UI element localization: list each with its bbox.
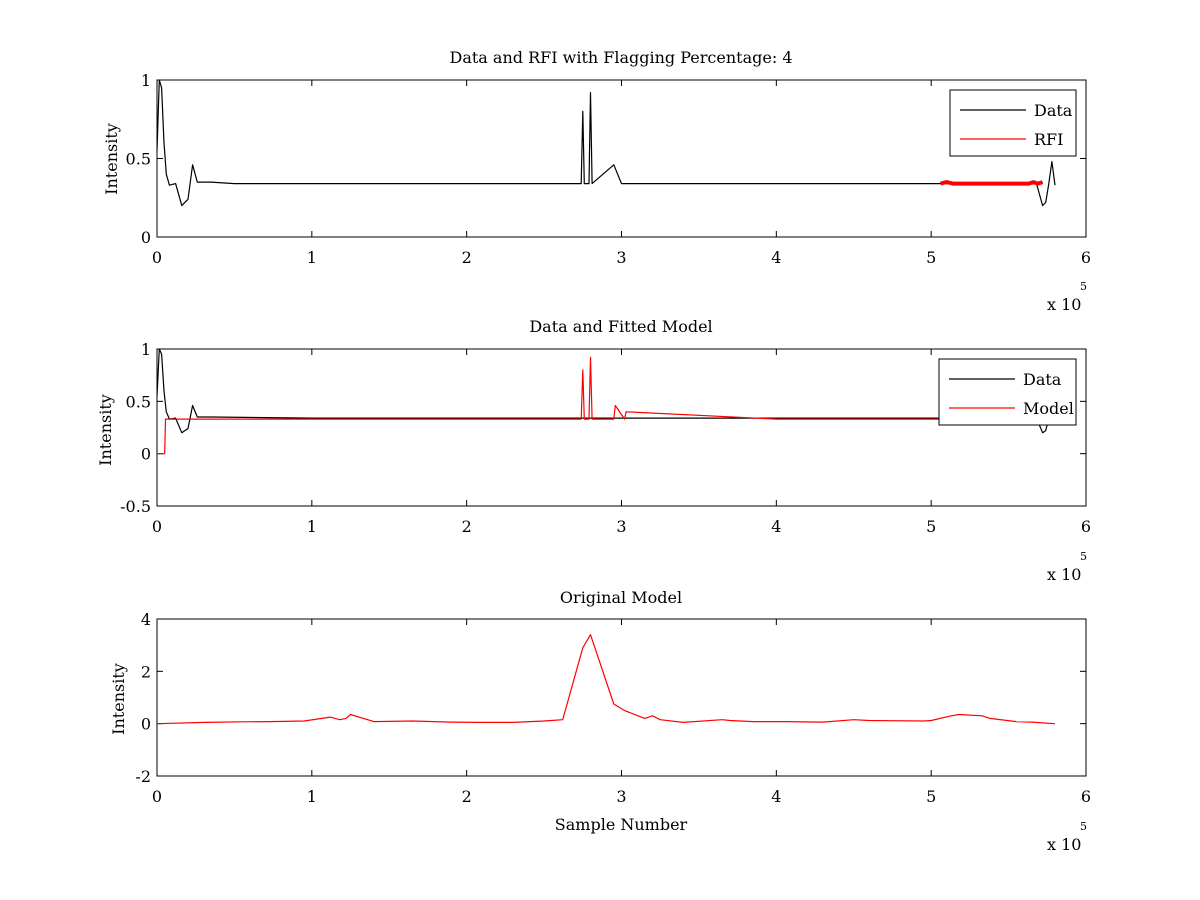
legend-label: RFI	[1034, 130, 1063, 149]
y-axis-label: Intensity	[96, 394, 115, 466]
plot-area	[156, 348, 1087, 507]
y-tick-label: 0	[141, 445, 151, 464]
series-line-data	[157, 349, 1056, 434]
x-axis-multiplier: x 10	[1047, 835, 1081, 854]
series-line-model	[157, 634, 1056, 725]
x-tick-label: 4	[771, 787, 781, 806]
x-tick-label: 3	[616, 248, 626, 267]
plot-area	[156, 79, 1087, 238]
y-tick-label: 2	[141, 662, 151, 681]
x-tick-label: 0	[152, 248, 162, 267]
legend-box	[938, 358, 1077, 426]
y-tick-label: 0.5	[126, 392, 151, 411]
y-tick-label: 1	[141, 71, 151, 90]
x-axis-exponent: 5	[1080, 280, 1087, 293]
x-axis-exponent: 5	[1080, 550, 1087, 563]
x-tick-label: 1	[307, 517, 317, 536]
panel-data-and-fitted-model: Data and Fitted Model Intensity x 10 5 0…	[96, 317, 1091, 584]
legend-box	[949, 89, 1077, 157]
chart-title: Data and Fitted Model	[529, 317, 712, 336]
y-axis-label: Intensity	[109, 663, 128, 735]
x-axis-multiplier: x 10	[1047, 295, 1081, 314]
x-tick-label: 3	[616, 787, 626, 806]
x-tick-label: 1	[307, 248, 317, 267]
x-tick-label: 5	[926, 248, 936, 267]
series-line-model	[157, 356, 1055, 455]
y-tick-label: 0	[141, 228, 151, 247]
x-tick-label: 0	[152, 787, 162, 806]
x-axis-label: Sample Number	[555, 815, 688, 834]
y-tick-label: 0	[141, 715, 151, 734]
legend-label: Model	[1023, 399, 1074, 418]
chart-title: Data and RFI with Flagging Percentage: 4	[449, 48, 792, 67]
y-axis-label: Intensity	[102, 123, 121, 195]
x-tick-label: 1	[307, 787, 317, 806]
panel-data-and-rfi: Data and RFI with Flagging Percentage: 4…	[102, 48, 1091, 314]
x-tick-label: 4	[771, 517, 781, 536]
y-tick-label: -0.5	[120, 497, 151, 516]
y-tick-label: 0.5	[126, 150, 151, 169]
x-tick-label: 2	[462, 787, 472, 806]
x-tick-label: 0	[152, 517, 162, 536]
x-tick-label: 6	[1081, 787, 1091, 806]
chart-title: Original Model	[560, 588, 682, 607]
legend-label: Data	[1023, 370, 1062, 389]
y-tick-label: 4	[141, 610, 151, 629]
x-axis-multiplier: x 10	[1047, 565, 1081, 584]
x-tick-label: 6	[1081, 248, 1091, 267]
x-tick-label: 5	[926, 787, 936, 806]
x-axis-exponent: 5	[1080, 820, 1087, 833]
x-tick-label: 3	[616, 517, 626, 536]
x-tick-label: 2	[462, 248, 472, 267]
series-line-rfi	[940, 180, 1044, 186]
x-tick-label: 2	[462, 517, 472, 536]
legend-label: Data	[1034, 101, 1073, 120]
x-tick-label: 6	[1081, 517, 1091, 536]
plot-area	[156, 618, 1087, 777]
x-tick-label: 4	[771, 248, 781, 267]
y-tick-label: 1	[141, 340, 151, 359]
x-tick-label: 5	[926, 517, 936, 536]
panel-original-model: Original Model Intensity Sample Number x…	[109, 588, 1091, 854]
y-tick-label: -2	[135, 767, 151, 786]
